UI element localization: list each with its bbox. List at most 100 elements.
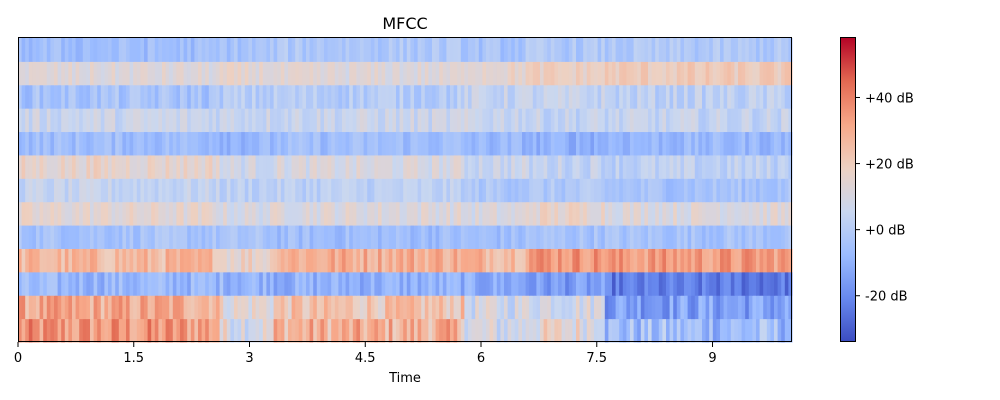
heatmap-cell	[262, 295, 267, 320]
heatmap-cell	[284, 271, 289, 296]
heatmap-cell	[97, 108, 102, 133]
heatmap-cell	[205, 295, 210, 320]
heatmap-cell	[763, 225, 768, 249]
heatmap-cell	[756, 131, 761, 156]
heatmap-cell	[68, 154, 73, 179]
heatmap-cell	[226, 201, 231, 226]
heatmap-cell	[338, 131, 343, 156]
heatmap-cell	[756, 225, 761, 249]
heatmap-cell	[176, 248, 181, 273]
heatmap-cell	[424, 84, 429, 109]
heatmap-cell	[727, 131, 732, 156]
heatmap-cell	[766, 318, 771, 343]
heatmap-cell	[763, 131, 768, 156]
heatmap-cell	[385, 131, 390, 156]
heatmap-cell	[374, 295, 379, 320]
heatmap-cell	[158, 38, 163, 62]
heatmap-cell	[392, 108, 397, 133]
heatmap-cell	[662, 131, 667, 156]
heatmap-cell	[32, 271, 37, 296]
heatmap-cell	[673, 318, 678, 343]
heatmap-cell	[428, 295, 433, 320]
heatmap-cell	[165, 38, 170, 62]
heatmap-cell	[360, 108, 365, 133]
heatmap-cell	[777, 108, 782, 133]
heatmap-cell	[748, 154, 753, 179]
heatmap-cell	[601, 248, 606, 273]
heatmap-cell	[770, 61, 775, 86]
heatmap-cell	[421, 61, 426, 86]
heatmap-cell	[115, 61, 120, 86]
heatmap-cell	[86, 318, 91, 343]
heatmap-cell	[558, 108, 563, 133]
heatmap-cell	[669, 154, 674, 179]
heatmap-cell	[306, 271, 311, 296]
heatmap-cell	[172, 178, 177, 203]
heatmap-cell	[388, 61, 393, 86]
heatmap-cell	[136, 318, 141, 343]
heatmap-cell	[442, 248, 447, 273]
heatmap-cell	[471, 295, 476, 320]
heatmap-cell	[154, 318, 159, 343]
heatmap-cell	[543, 271, 548, 296]
heatmap-cell	[644, 38, 649, 62]
heatmap-cell	[673, 61, 678, 86]
heatmap-cell	[61, 295, 66, 320]
heatmap-cell	[432, 61, 437, 86]
heatmap-cell	[568, 225, 573, 249]
heatmap-cell	[680, 225, 685, 249]
heatmap-cell	[723, 61, 728, 86]
heatmap-cell	[424, 178, 429, 203]
heatmap-cell	[630, 318, 635, 343]
heatmap-cell	[280, 225, 285, 249]
heatmap-cell	[669, 295, 674, 320]
heatmap-cell	[687, 84, 692, 109]
heatmap-cell	[367, 84, 372, 109]
heatmap-cell	[25, 38, 30, 62]
heatmap-cell	[86, 178, 91, 203]
heatmap-cell	[324, 318, 329, 343]
heatmap-cell	[295, 225, 300, 249]
heatmap-cell	[18, 108, 23, 133]
heatmap-cell	[266, 248, 271, 273]
heatmap-cell	[129, 38, 134, 62]
heatmap-cell	[140, 154, 145, 179]
heatmap-cell	[360, 61, 365, 86]
heatmap-cell	[43, 225, 48, 249]
heatmap-cell	[252, 38, 257, 62]
heatmap-cell	[554, 271, 559, 296]
heatmap-cell	[453, 131, 458, 156]
heatmap-cell	[108, 108, 113, 133]
heatmap-cell	[82, 295, 87, 320]
heatmap-cell	[712, 84, 717, 109]
heatmap-cell	[500, 178, 505, 203]
heatmap-cell	[280, 178, 285, 203]
heatmap-cell	[370, 201, 375, 226]
heatmap-cell	[691, 201, 696, 226]
heatmap-cell	[540, 271, 545, 296]
heatmap-cell	[770, 225, 775, 249]
heatmap-cell	[475, 108, 480, 133]
heatmap-cell	[360, 131, 365, 156]
heatmap-cell	[201, 271, 206, 296]
heatmap-cell	[500, 295, 505, 320]
heatmap-cell	[147, 154, 152, 179]
heatmap-cell	[511, 295, 516, 320]
heatmap-cell	[702, 248, 707, 273]
heatmap-cell	[237, 248, 242, 273]
heatmap-cell	[608, 295, 613, 320]
heatmap-cell	[684, 318, 689, 343]
heatmap-cell	[133, 84, 138, 109]
heatmap-cell	[464, 84, 469, 109]
heatmap-cell	[446, 271, 451, 296]
heatmap-cell	[140, 178, 145, 203]
heatmap-cell	[705, 38, 710, 62]
heatmap-cell	[619, 271, 624, 296]
heatmap-cell	[18, 295, 23, 320]
heatmap-cell	[738, 131, 743, 156]
heatmap-cell	[295, 131, 300, 156]
heatmap-cell	[435, 225, 440, 249]
heatmap-cell	[68, 38, 73, 62]
heatmap-cell	[194, 108, 199, 133]
heatmap-cell	[144, 38, 149, 62]
